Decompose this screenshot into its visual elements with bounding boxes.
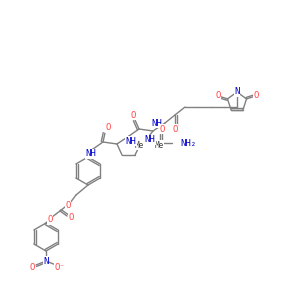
Text: Me: Me — [134, 140, 144, 149]
Text: NH₂: NH₂ — [180, 139, 196, 148]
Text: O: O — [68, 214, 74, 223]
Text: O⁻: O⁻ — [55, 262, 65, 272]
Text: NH: NH — [85, 149, 96, 158]
Text: O: O — [130, 110, 136, 119]
Text: O: O — [29, 262, 35, 272]
Text: O: O — [65, 200, 71, 209]
Text: NH: NH — [126, 136, 136, 146]
Text: O: O — [253, 91, 259, 100]
Text: O: O — [215, 91, 221, 100]
Text: N: N — [43, 256, 49, 266]
Text: O: O — [172, 124, 178, 134]
Text: N: N — [234, 88, 240, 97]
Text: O: O — [159, 124, 165, 134]
Text: O: O — [105, 124, 111, 133]
Text: O: O — [47, 215, 53, 224]
Text: NH: NH — [145, 136, 155, 145]
Text: Me: Me — [154, 140, 164, 149]
Text: NH: NH — [151, 118, 162, 127]
